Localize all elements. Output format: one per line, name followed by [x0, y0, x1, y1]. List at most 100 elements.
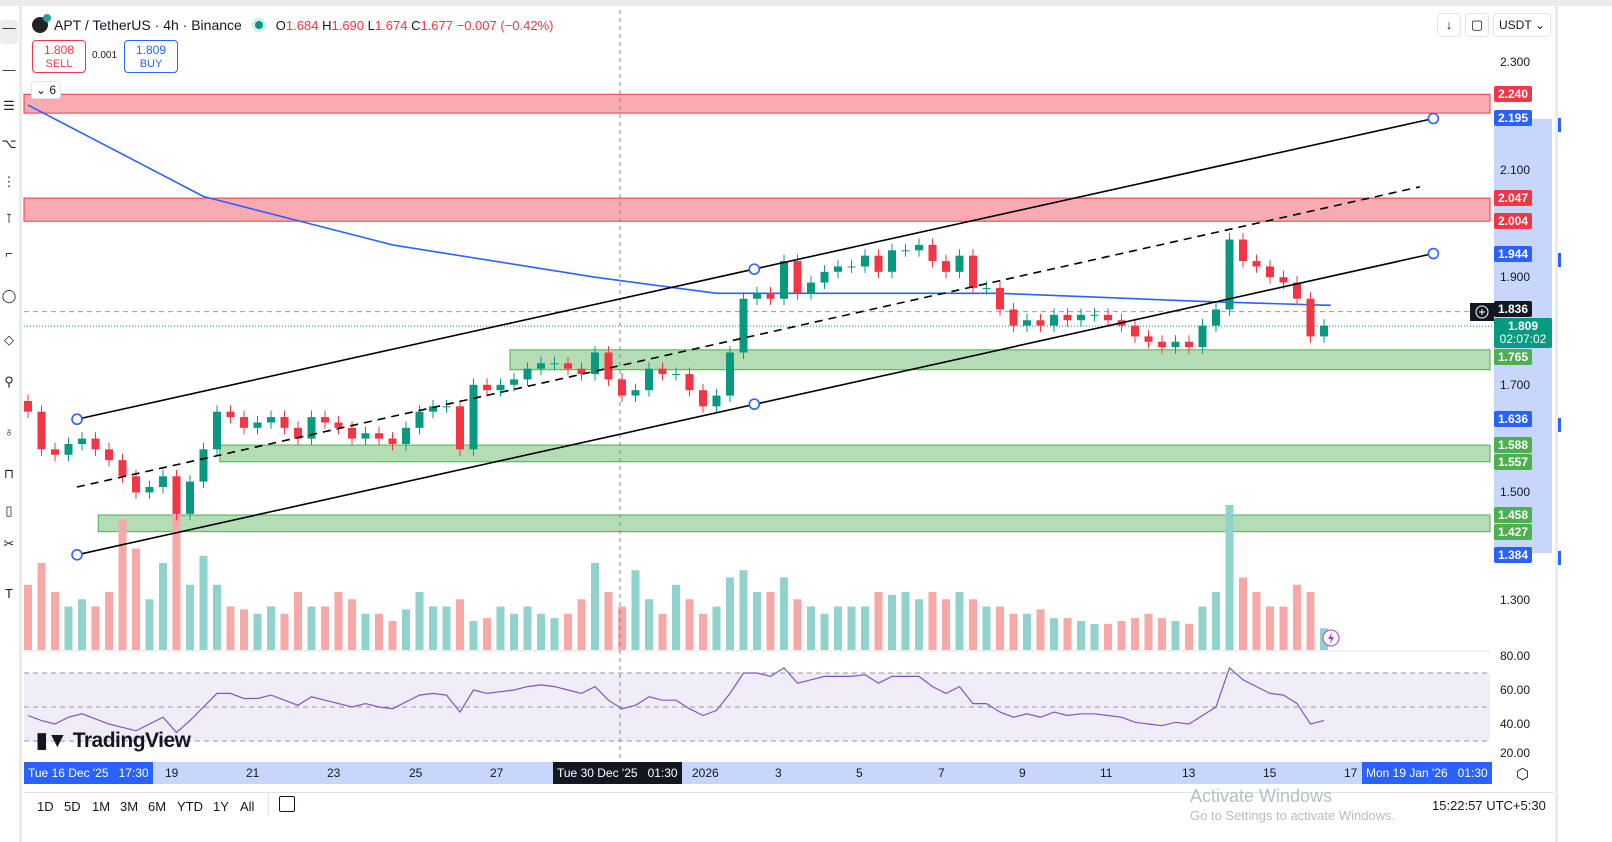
- candle: [874, 255, 883, 272]
- range-handle-bottom[interactable]: [1558, 551, 1561, 565]
- text-tool-icon[interactable]: T: [5, 586, 13, 601]
- volume-bar: [550, 618, 559, 650]
- volume-bar: [807, 606, 815, 650]
- volume-bar: [91, 606, 100, 650]
- zoom-icon[interactable]: ⚲: [4, 374, 14, 389]
- zone-rect[interactable]: [97, 514, 1491, 533]
- range-button-ytd[interactable]: YTD: [177, 799, 203, 814]
- candle: [861, 255, 869, 267]
- crosshair-add-icon[interactable]: [1470, 303, 1494, 321]
- fib-tool-icon[interactable]: ⋮: [2, 174, 16, 189]
- volume-bar: [847, 606, 856, 650]
- measure-icon[interactable]: ⊺: [5, 211, 13, 226]
- time-tick: 17: [1344, 766, 1358, 780]
- price-tag: 2.047: [1494, 190, 1532, 207]
- time-tick: 25: [409, 766, 423, 780]
- scroll-to-latest-button[interactable]: ↓: [1437, 13, 1461, 37]
- symbol-legend: APT / TetherUS · 4h · Binance O1.684 H1.…: [32, 14, 553, 36]
- zone-rect[interactable]: [23, 197, 1491, 222]
- trendline-handle[interactable]: [71, 549, 83, 561]
- candle: [456, 406, 464, 450]
- candle: [388, 438, 397, 444]
- volume-bar: [334, 592, 343, 650]
- range-handle-mid[interactable]: [1558, 253, 1561, 267]
- candle: [523, 368, 532, 380]
- range-handle-top[interactable]: [1558, 118, 1561, 132]
- zone-rect[interactable]: [509, 349, 1491, 371]
- trendline-handle[interactable]: [1427, 112, 1440, 125]
- trendline-handle[interactable]: [748, 398, 761, 410]
- top-strip: [0, 0, 1612, 6]
- volume-bar: [1225, 505, 1234, 650]
- candle: [537, 363, 545, 369]
- range-button-3m[interactable]: 3M: [120, 799, 139, 814]
- volume-bar: [523, 606, 532, 650]
- candle: [1212, 309, 1220, 326]
- candle: [24, 400, 32, 412]
- volume-bar: [1131, 618, 1139, 650]
- shapes-icon[interactable]: ◯: [1, 288, 17, 303]
- parallel-channel-icon[interactable]: ☰: [3, 98, 15, 113]
- volume-bar: [348, 599, 356, 650]
- range-button-1d[interactable]: 1D: [37, 799, 54, 814]
- range-button-1y[interactable]: 1Y: [213, 799, 229, 814]
- calendar-icon[interactable]: [279, 796, 295, 812]
- time-axis[interactable]: [24, 762, 1490, 784]
- volume-bar: [969, 599, 977, 650]
- brush-icon[interactable]: ⌐: [5, 246, 13, 261]
- cursor-tool-icon[interactable]: —: [0, 20, 18, 44]
- candle: [483, 384, 491, 391]
- clock[interactable]: 15:22:57 UTC+5:30: [1432, 798, 1546, 813]
- fullscreen-button[interactable]: ▢: [1465, 13, 1489, 37]
- volume-bar: [753, 592, 761, 650]
- trendline-handle[interactable]: [748, 263, 761, 275]
- candle: [645, 368, 653, 391]
- lightning-icon[interactable]: [1322, 629, 1340, 647]
- volume-bar: [780, 577, 788, 650]
- candle: [1050, 314, 1058, 326]
- range-button-1m[interactable]: 1M: [92, 799, 111, 814]
- range-button-all[interactable]: All: [240, 799, 255, 814]
- price-tick: 1.300: [1500, 593, 1531, 607]
- range-button-5d[interactable]: 5D: [64, 799, 81, 814]
- eraser-icon[interactable]: ◇: [4, 332, 14, 347]
- price-tick: 1.900: [1500, 270, 1531, 285]
- candle: [982, 287, 991, 289]
- volume-bar: [361, 613, 370, 650]
- magnet-icon[interactable]: ♁: [4, 424, 14, 439]
- buy-button[interactable]: 1.809 BUY: [124, 40, 178, 73]
- sell-button[interactable]: 1.808 SELL: [32, 40, 86, 73]
- range-button-6m[interactable]: 6M: [148, 799, 167, 814]
- lock-icon[interactable]: ⊓: [3, 466, 15, 481]
- candle: [672, 374, 680, 376]
- zone-rect[interactable]: [23, 93, 1491, 114]
- trendline-handle[interactable]: [1427, 247, 1440, 260]
- range-handle-low[interactable]: [1558, 418, 1561, 432]
- zone-rect[interactable]: [219, 444, 1491, 463]
- pitchfork-icon[interactable]: ⌥: [1, 136, 17, 151]
- candle: [361, 433, 370, 439]
- settings-icon[interactable]: ⬡: [1516, 766, 1530, 783]
- symbol-title[interactable]: APT / TetherUS · 4h · Binance: [54, 17, 242, 33]
- volume-bar: [631, 570, 640, 650]
- price-tag: 1.836: [1494, 301, 1532, 318]
- candle: [1009, 309, 1018, 326]
- indicators-collapse-button[interactable]: ⌄ 6: [31, 81, 61, 99]
- volume-bar: [145, 599, 154, 650]
- time-tick: 13: [1182, 766, 1196, 780]
- trendline-tool-icon[interactable]: —: [2, 62, 16, 77]
- candle: [631, 390, 640, 396]
- currency-select[interactable]: USDT ⌄: [1493, 13, 1551, 37]
- remove-drawings-icon[interactable]: ✂: [3, 536, 15, 551]
- volume-bar: [307, 606, 316, 650]
- candle: [793, 261, 802, 294]
- symbol-logo-icon: [32, 14, 51, 33]
- candle: [1266, 266, 1274, 278]
- trendline[interactable]: [76, 186, 1421, 488]
- visibility-icon[interactable]: ▯: [5, 503, 13, 518]
- volume-bar: [172, 512, 181, 650]
- candle: [132, 476, 140, 493]
- candle: [1090, 314, 1099, 316]
- trendline-handle[interactable]: [71, 413, 83, 426]
